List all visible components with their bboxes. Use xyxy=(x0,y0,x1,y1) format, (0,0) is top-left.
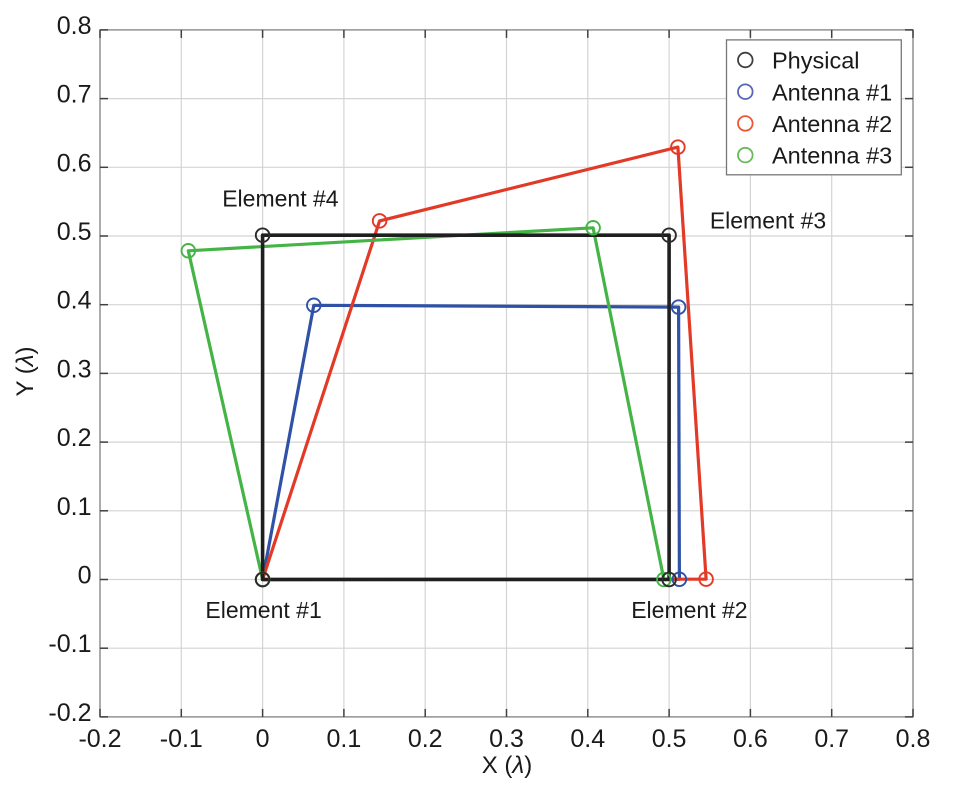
svg-text:0.1: 0.1 xyxy=(57,493,92,521)
svg-text:0.2: 0.2 xyxy=(408,725,443,753)
svg-text:0.5: 0.5 xyxy=(652,725,687,753)
svg-text:-0.1: -0.1 xyxy=(160,725,203,753)
svg-text:0.4: 0.4 xyxy=(57,287,92,315)
svg-text:Antenna #3: Antenna #3 xyxy=(772,143,892,169)
svg-text:Element #1: Element #1 xyxy=(205,597,321,623)
svg-text:0.6: 0.6 xyxy=(733,725,768,753)
svg-text:0.1: 0.1 xyxy=(327,725,362,753)
svg-text:0.7: 0.7 xyxy=(814,725,849,753)
svg-text:0.4: 0.4 xyxy=(570,725,605,753)
svg-text:X (λ): X (λ) xyxy=(482,752,532,779)
svg-text:0.3: 0.3 xyxy=(57,355,92,383)
svg-text:Element #2: Element #2 xyxy=(631,597,747,623)
svg-text:Element #4: Element #4 xyxy=(222,186,339,212)
svg-text:-0.2: -0.2 xyxy=(48,699,91,727)
svg-text:-0.1: -0.1 xyxy=(48,630,91,658)
svg-text:0.7: 0.7 xyxy=(57,81,92,109)
svg-text:0.8: 0.8 xyxy=(57,12,92,40)
svg-text:Y (λ): Y (λ) xyxy=(12,346,39,396)
svg-text:0: 0 xyxy=(256,725,270,753)
svg-text:0.3: 0.3 xyxy=(489,725,524,753)
svg-text:Element #3: Element #3 xyxy=(710,208,826,234)
svg-text:0: 0 xyxy=(78,562,92,590)
svg-text:Antenna #1: Antenna #1 xyxy=(772,79,892,105)
svg-text:0.6: 0.6 xyxy=(57,149,92,177)
svg-text:Physical: Physical xyxy=(772,48,860,74)
svg-text:0.5: 0.5 xyxy=(57,218,92,246)
svg-text:0.2: 0.2 xyxy=(57,424,92,452)
svg-text:Antenna #2: Antenna #2 xyxy=(772,111,892,137)
svg-text:0.8: 0.8 xyxy=(896,725,931,753)
svg-text:-0.2: -0.2 xyxy=(78,725,121,753)
